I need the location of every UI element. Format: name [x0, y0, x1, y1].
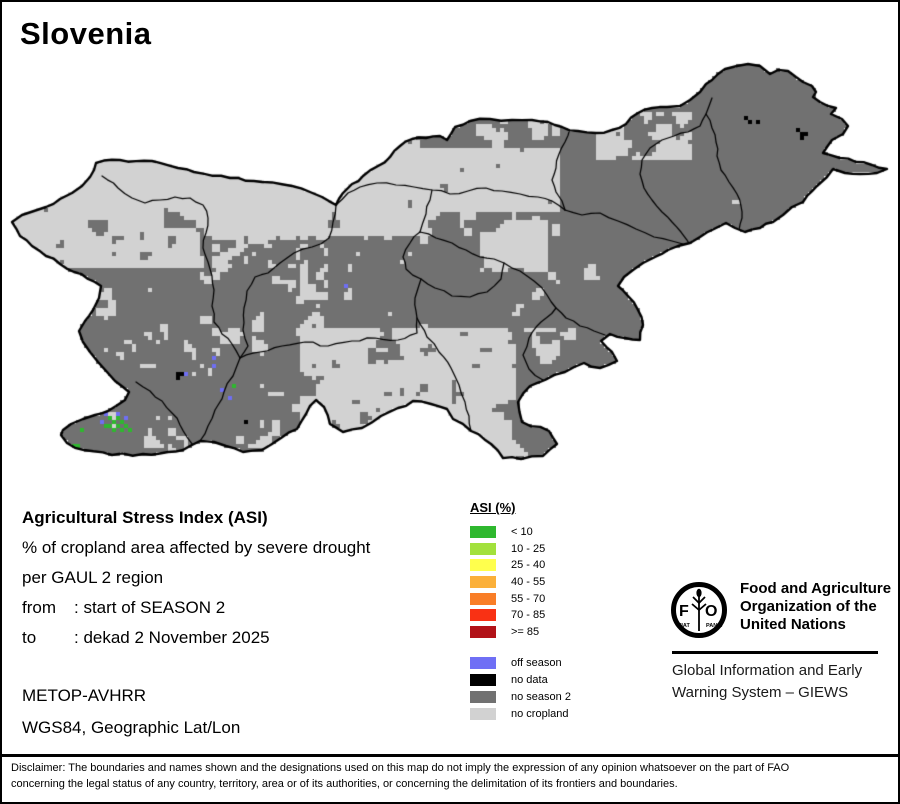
projection-name: WGS84, Geographic Lat/Lon	[22, 718, 241, 737]
legend-swatch	[470, 559, 496, 572]
legend-swatch	[470, 625, 496, 638]
fao-motto-fiat: FIAT	[678, 623, 690, 629]
source-block: METOP-AVHRR WGS84, Geographic Lat/Lon	[22, 680, 240, 744]
legend-label: off season	[511, 656, 562, 669]
legend-label: no season 2	[511, 690, 571, 703]
legend-row: 10 - 25	[470, 541, 571, 558]
legend-row: 25 - 40	[470, 557, 571, 574]
legend: ASI (%) < 10 10 - 25 25 - 40 40 - 55 55 …	[470, 500, 571, 722]
legend-swatch	[470, 576, 496, 589]
asi-subtitle: % of cropland area affected by severe dr…	[22, 538, 371, 557]
legend-label: 25 - 40	[511, 559, 546, 572]
legend-label: 40 - 55	[511, 576, 546, 589]
from-value: : start of SEASON 2	[74, 598, 226, 617]
legend-swatch	[470, 690, 496, 703]
legend-swatch	[470, 673, 496, 686]
legend-row: no season 2	[470, 688, 571, 705]
giews-line: Warning System – GIEWS	[672, 684, 849, 701]
fao-org-line: Organization of the	[740, 598, 877, 615]
period-to: to : dekad 2 November 2025	[22, 623, 370, 653]
to-label: to	[22, 628, 37, 647]
legend-swatch	[470, 656, 496, 669]
fao-letter-f: F	[679, 603, 689, 620]
legend-row: >= 85	[470, 624, 571, 641]
legend-swatch	[470, 542, 496, 555]
legend-swatch	[470, 707, 496, 720]
giews-name: Global Information and Early Warning Sys…	[672, 660, 862, 704]
legend-swatch	[470, 609, 496, 622]
legend-label: 70 - 85	[511, 609, 546, 622]
legend-title: ASI (%)	[470, 500, 516, 515]
legend-row: < 10	[470, 524, 571, 541]
legend-label: 55 - 70	[511, 592, 546, 605]
legend-label: < 10	[511, 526, 533, 539]
wheat-grain-icon	[696, 588, 702, 598]
disclaimer-line: Disclaimer: The boundaries and names sho…	[11, 762, 790, 774]
legend-row: 70 - 85	[470, 607, 571, 624]
legend-row: no cropland	[470, 705, 571, 722]
fao-org-line: United Nations	[740, 616, 846, 633]
legend-label: >= 85	[511, 625, 540, 638]
slovenia-asi-map	[0, 0, 900, 756]
fao-logo-icon: F O FIAT PANIS	[671, 582, 727, 638]
disclaimer-divider	[0, 754, 900, 757]
giews-line: Global Information and Early	[672, 662, 863, 679]
asi-heading: Agricultural Stress Index (ASI)	[22, 508, 268, 527]
to-value: : dekad 2 November 2025	[74, 628, 270, 647]
fao-org-line: Food and Agriculture	[740, 580, 892, 597]
fao-letter-o: O	[705, 603, 717, 620]
fao-divider	[672, 651, 878, 654]
disclaimer-line: concerning the legal status of any count…	[11, 778, 678, 790]
legend-swatch	[470, 526, 496, 539]
period-from: from : start of SEASON 2	[22, 593, 370, 623]
asi-region-line: per GAUL 2 region	[22, 568, 164, 587]
wheat-ear-icon	[691, 590, 707, 631]
legend-gap	[470, 640, 571, 654]
legend-row: off season	[470, 654, 571, 671]
fao-motto-panis: PANIS	[706, 623, 723, 629]
legend-swatch	[470, 592, 496, 605]
info-block: Agricultural Stress Index (ASI) % of cro…	[22, 503, 370, 653]
sensor-name: METOP-AVHRR	[22, 686, 147, 705]
page-title: Slovenia	[20, 16, 152, 51]
legend-label: no data	[511, 673, 548, 686]
legend-row: 40 - 55	[470, 574, 571, 591]
fao-org-name: Food and Agriculture Organization of the…	[740, 580, 891, 634]
from-label: from	[22, 598, 56, 617]
legend-row: no data	[470, 671, 571, 688]
legend-row: 55 - 70	[470, 590, 571, 607]
legend-label: 10 - 25	[511, 542, 546, 555]
disclaimer: Disclaimer: The boundaries and names sho…	[11, 760, 891, 792]
legend-label: no cropland	[511, 707, 569, 720]
